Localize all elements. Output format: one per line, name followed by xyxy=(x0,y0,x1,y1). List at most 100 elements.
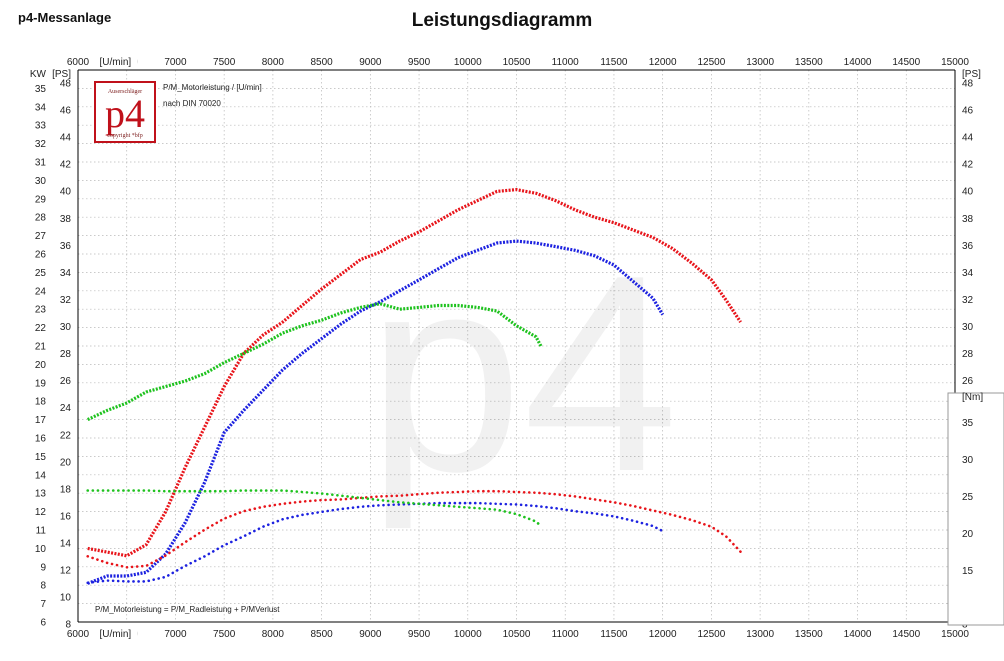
kw-tick: 28 xyxy=(35,213,47,224)
torque-axis-panel xyxy=(947,392,1004,626)
ps-tick-left: 42 xyxy=(60,160,72,171)
x-tick-top: 8000 xyxy=(262,57,285,68)
ps-tick-left: 24 xyxy=(60,403,72,414)
ps-tick-right: 44 xyxy=(962,133,974,144)
kw-tick: 17 xyxy=(35,415,47,426)
nm-tick: 20 xyxy=(962,529,974,540)
x-tick-top: 7500 xyxy=(213,57,236,68)
ps-tick-right: 40 xyxy=(962,187,974,198)
x-tick-bottom: 10000 xyxy=(454,629,482,640)
kw-tick: 26 xyxy=(35,250,47,261)
ps-tick-left: 16 xyxy=(60,511,72,522)
series-group xyxy=(86,188,742,585)
power-curve-blue xyxy=(87,239,665,585)
x-tick-bottom: 7000 xyxy=(164,629,187,640)
x-tick-bottom: 10500 xyxy=(503,629,531,640)
x-unit-mask-bottom xyxy=(93,627,138,640)
x-unit-mask-top xyxy=(93,55,138,68)
x-tick-top: 6000 xyxy=(67,57,90,68)
x-tick-bottom: 13500 xyxy=(795,629,823,640)
x-tick-top: 13000 xyxy=(746,57,774,68)
ps-tick-left: 20 xyxy=(60,457,72,468)
kw-tick: 19 xyxy=(35,378,47,389)
ps-unit-left: [PS] xyxy=(52,69,71,80)
logo-top-text: Auserschläger xyxy=(108,89,142,95)
kw-tick: 34 xyxy=(35,102,47,113)
nm-unit: [Nm] xyxy=(962,392,983,403)
kw-tick: 25 xyxy=(35,268,47,279)
x-tick-bottom: 9000 xyxy=(359,629,382,640)
ps-tick-right: 26 xyxy=(962,376,974,387)
power-curve-red xyxy=(87,188,742,558)
kw-tick: 21 xyxy=(35,342,47,353)
kw-tick: 16 xyxy=(35,434,47,445)
ps-tick-left: 12 xyxy=(60,566,72,577)
x-tick-top: 11000 xyxy=(552,57,580,68)
kw-tick: 23 xyxy=(35,305,47,316)
logo-frame xyxy=(94,81,156,143)
ps-tick-left: 38 xyxy=(60,214,72,225)
kw-tick: 30 xyxy=(35,176,47,187)
kw-tick: 27 xyxy=(35,231,47,242)
kw-tick: 31 xyxy=(35,158,47,169)
x-tick-bottom: 12000 xyxy=(649,629,677,640)
kw-tick: 13 xyxy=(35,489,47,500)
ps-tick-left: 48 xyxy=(60,78,72,89)
tick-labels: 6000600065006500700070007500750080008000… xyxy=(30,55,981,640)
kw-tick: 29 xyxy=(35,194,47,205)
kw-tick: 12 xyxy=(35,507,47,518)
ps-unit-right: [PS] xyxy=(962,69,981,80)
logo-bottom-text: copyright *bfp xyxy=(107,132,143,139)
ps-tick-left: 36 xyxy=(60,241,72,252)
torque-tick-labels: 15 20 25 30 35 [Nm] xyxy=(962,392,983,577)
ps-tick-right: 46 xyxy=(962,106,974,117)
x-tick-top: 12000 xyxy=(649,57,677,68)
x-tick-top: 14000 xyxy=(844,57,872,68)
torque-curve-red xyxy=(86,489,742,569)
app-name: p4-Messanlage xyxy=(18,10,112,25)
ps-tick-left: 44 xyxy=(60,133,72,144)
logo: Auserschläger p4 copyright *bfp xyxy=(94,81,156,143)
ps-tick-left: 46 xyxy=(60,106,72,117)
x-tick-top: 9500 xyxy=(408,57,431,68)
torque-curve-green xyxy=(86,489,543,528)
ps-tick-left: 22 xyxy=(60,430,72,441)
x-tick-bottom: 6000 xyxy=(67,629,90,640)
ps-tick-left: 40 xyxy=(60,187,72,198)
x-tick-top: 8500 xyxy=(310,57,333,68)
x-tick-top: 13500 xyxy=(795,57,823,68)
x-tick-bottom: 9500 xyxy=(408,629,431,640)
kw-tick: 35 xyxy=(35,84,47,95)
nm-tick: 15 xyxy=(962,566,974,577)
ps-tick-left: 28 xyxy=(60,349,72,360)
kw-tick: 15 xyxy=(35,452,47,463)
ps-tick-left: 30 xyxy=(60,322,72,333)
kw-tick: 32 xyxy=(35,139,47,150)
ps-tick-right: 38 xyxy=(962,214,974,225)
ps-tick-right: 28 xyxy=(962,349,974,360)
kw-tick: 22 xyxy=(35,323,47,334)
logo-text: p4 xyxy=(105,91,145,136)
kw-tick: 7 xyxy=(40,599,46,610)
standard-note: nach DIN 70020 xyxy=(163,99,221,108)
x-tick-top: 11500 xyxy=(600,57,628,68)
x-tick-bottom: 11500 xyxy=(600,629,628,640)
x-tick-top: 7000 xyxy=(164,57,187,68)
x-tick-bottom: 8500 xyxy=(310,629,333,640)
power-curve-green xyxy=(87,302,543,422)
ps-tick-right: 36 xyxy=(962,241,974,252)
x-tick-bottom: 12500 xyxy=(697,629,725,640)
page-title: Leistungsdiagramm xyxy=(411,10,593,31)
x-tick-bottom: 15000 xyxy=(941,629,969,640)
x-tick-top: 10000 xyxy=(454,57,482,68)
ps-tick-right: 34 xyxy=(962,268,974,279)
ps-tick-left: 10 xyxy=(60,593,72,604)
x-tick-top: 9000 xyxy=(359,57,382,68)
x-unit-bottom: [U/min] xyxy=(100,629,132,640)
x-tick-bottom: 11000 xyxy=(552,629,580,640)
nm-tick: 25 xyxy=(962,492,974,503)
ps-tick-left: 26 xyxy=(60,376,72,387)
kw-unit: KW xyxy=(30,69,47,80)
watermark: p4 xyxy=(367,218,678,531)
